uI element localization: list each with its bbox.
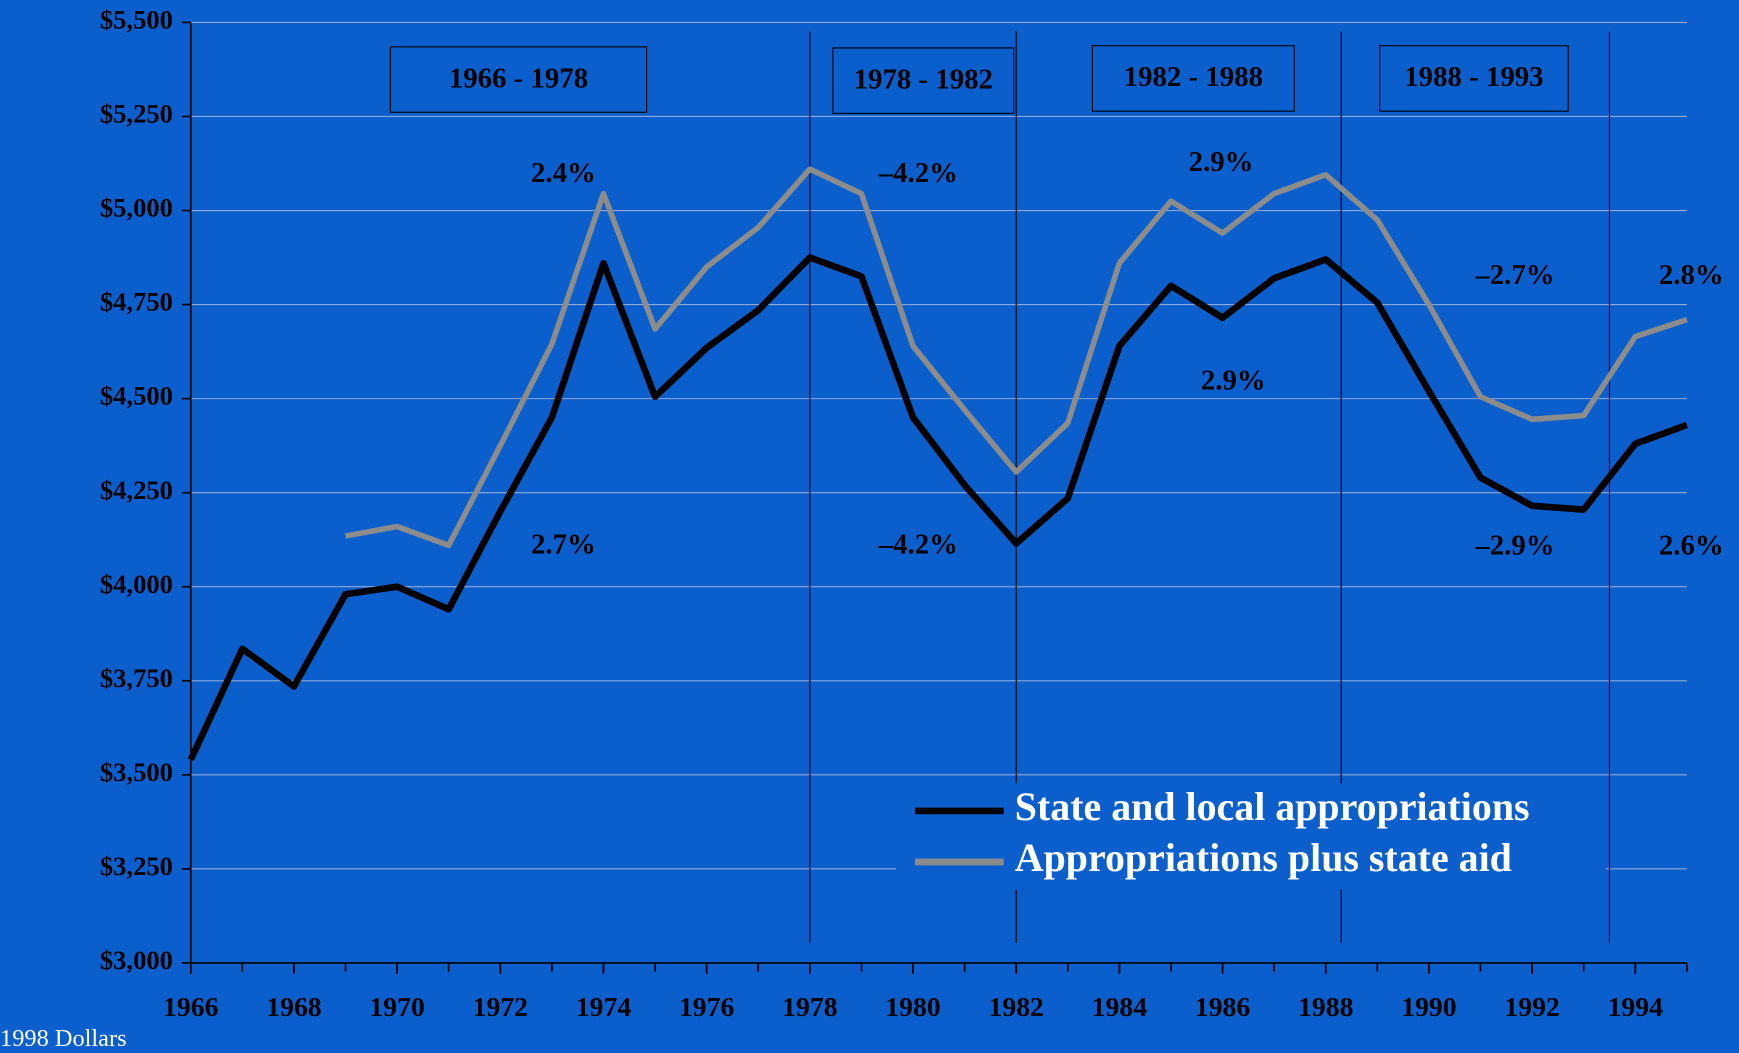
x-tick-label: 1990 bbox=[1401, 991, 1456, 1022]
period-label: 1988 - 1993 bbox=[1404, 61, 1543, 93]
series-line bbox=[187, 254, 1689, 762]
x-tick-label: 1988 bbox=[1298, 991, 1353, 1022]
period-box bbox=[1091, 45, 1295, 112]
growth-annotation: 2.8% bbox=[1659, 259, 1724, 291]
y-tick-label: $3,500 bbox=[100, 757, 173, 787]
units-label: 1998 Dollars bbox=[0, 1025, 127, 1052]
growth-annotation: 2.7% bbox=[531, 529, 596, 561]
x-tick-label: 1974 bbox=[576, 991, 632, 1022]
legend-background bbox=[896, 783, 1606, 890]
y-tick-label: $3,750 bbox=[100, 663, 173, 693]
period-label: 1978 - 1982 bbox=[854, 63, 993, 95]
x-tick-label: 1978 bbox=[782, 991, 837, 1022]
x-tick-label: 1972 bbox=[473, 991, 528, 1022]
y-tick-label: $4,250 bbox=[100, 475, 173, 505]
legend-label: Appropriations plus state aid bbox=[1015, 835, 1512, 880]
series-line bbox=[345, 166, 1688, 549]
y-tick-label: $4,000 bbox=[100, 569, 173, 599]
x-tick-label: 1980 bbox=[885, 991, 940, 1022]
x-tick-label: 1970 bbox=[369, 991, 424, 1022]
y-tick-label: $5,000 bbox=[100, 193, 173, 223]
growth-annotation: –2.7% bbox=[1474, 259, 1554, 291]
x-tick-label: 1966 bbox=[163, 991, 219, 1022]
y-tick-label: $4,750 bbox=[100, 287, 173, 317]
x-tick-label: 1976 bbox=[679, 991, 735, 1022]
period-box bbox=[832, 47, 1015, 114]
y-tick-label: $4,500 bbox=[100, 381, 173, 411]
growth-annotation: 2.4% bbox=[531, 157, 596, 189]
growth-annotation: 2.9% bbox=[1201, 364, 1266, 396]
growth-annotation: 2.6% bbox=[1659, 530, 1724, 562]
x-tick-label: 1984 bbox=[1092, 991, 1148, 1022]
period-label: 1982 - 1988 bbox=[1124, 61, 1263, 93]
y-tick-label: $3,250 bbox=[100, 851, 173, 881]
growth-annotation: 2.9% bbox=[1189, 146, 1254, 178]
y-tick-label: $5,250 bbox=[100, 99, 173, 129]
x-tick-label: 1982 bbox=[988, 991, 1043, 1022]
period-box bbox=[1379, 45, 1569, 112]
growth-annotation: –4.2% bbox=[878, 529, 958, 561]
y-tick-label: $5,500 bbox=[100, 5, 173, 35]
x-tick-label: 1986 bbox=[1195, 991, 1251, 1022]
legend-label: State and local appropriations bbox=[1015, 784, 1530, 829]
growth-annotation: –4.2% bbox=[878, 157, 958, 189]
x-tick-label: 1994 bbox=[1608, 991, 1664, 1022]
x-tick-label: 1992 bbox=[1504, 991, 1559, 1022]
x-tick-label: 1968 bbox=[266, 991, 321, 1022]
growth-annotation: –2.9% bbox=[1474, 530, 1554, 562]
period-label: 1966 - 1978 bbox=[449, 62, 588, 94]
period-box bbox=[389, 46, 648, 113]
y-tick-label: $3,000 bbox=[100, 945, 173, 975]
